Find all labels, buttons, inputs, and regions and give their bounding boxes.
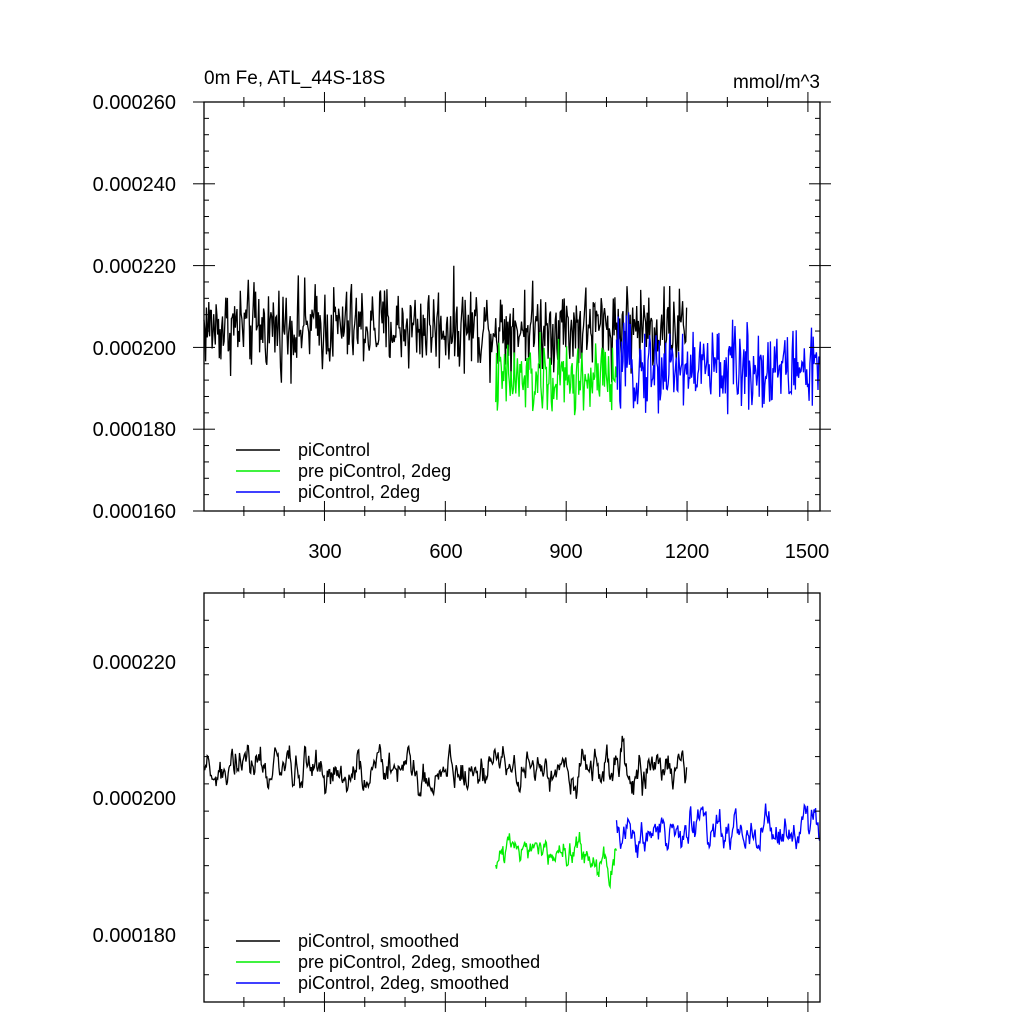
top-plot-frame [203,101,821,512]
bottom-series-lines [203,735,821,890]
series-line [203,735,688,799]
y-tick-label-top: 0.000240 [93,174,176,196]
series-line [203,265,688,384]
top-x-tick-labels: 300 600 900 1200 1500 [308,541,829,563]
x-tick-label: 900 [549,541,582,563]
series-line [615,312,821,415]
x-tick-label: 1200 [665,541,710,563]
top-series-lines [203,265,821,416]
bottom-axis-ticks [204,583,820,1012]
y-tick-label-top: 0.000220 [93,256,176,278]
series-line [495,832,618,890]
x-tick-label: 600 [429,541,462,563]
y-tick-label-bottom: 0.000220 [93,652,176,674]
legend-label: pre piControl, 2deg [298,461,451,481]
y-tick-label-bottom: 0.000180 [93,925,176,947]
bottom-plot-frame [203,592,821,1003]
legend-label: pre piControl, 2deg, smoothed [298,952,540,972]
legend-label: piControl, 2deg, smoothed [298,973,509,993]
bottom-legend: piControl, smoothed pre piControl, 2deg,… [236,931,540,993]
y-tick-label-top: 0.000200 [93,338,176,360]
bottom-y-tick-labels: 0.000180 0.000200 0.000220 [93,652,176,947]
legend-label: piControl, smoothed [298,931,459,951]
legend-label: piControl, 2deg [298,482,420,502]
chart-title: 0m Fe, ATL_44S-18S [204,68,385,89]
series-line [495,331,618,416]
x-tick-label: 300 [308,541,341,563]
y-tick-label-top: 0.000160 [93,501,176,523]
y-tick-label-bottom: 0.000200 [93,788,176,810]
series-line [615,802,821,858]
legend-label: piControl [298,440,370,460]
y-tick-label-top: 0.000260 [93,92,176,114]
top-y-tick-labels: 0.000160 0.000180 0.000200 0.000220 0.00… [93,92,176,523]
y-tick-label-top: 0.000180 [93,419,176,441]
top-axis-ticks [193,92,831,521]
x-tick-label: 1500 [785,541,830,563]
top-panel: 0m Fe, ATL_44S-18S mmol/m^3 0.000160 0.0… [93,68,831,563]
top-legend: piControl pre piControl, 2deg piControl,… [236,440,451,502]
bottom-panel: 0.000180 0.000200 0.000220 piControl, sm… [93,583,821,1012]
units-label: mmol/m^3 [733,72,820,93]
